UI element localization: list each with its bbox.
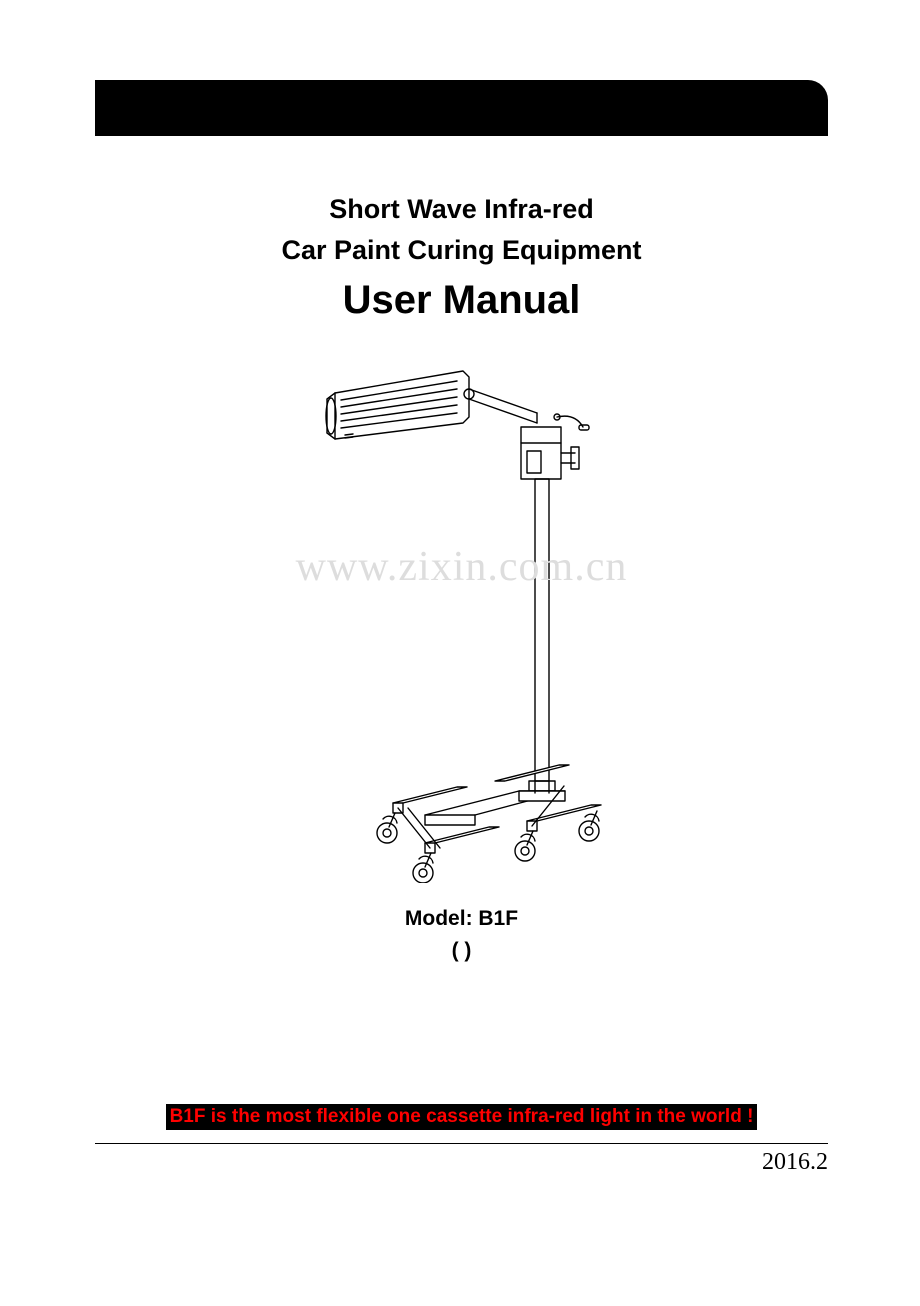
arm-icon: [464, 389, 537, 423]
column-icon: [535, 479, 549, 781]
title-line-2: Car Paint Curing Equipment: [95, 235, 828, 266]
promo-banner: B1F is the most flexible one cassette in…: [95, 1104, 828, 1130]
base-frame-icon: [393, 765, 601, 853]
document-date: 2016.2: [762, 1149, 828, 1176]
footer-divider: [95, 1143, 828, 1144]
model-block: Model: B1F ( ): [95, 907, 828, 963]
lamp-head-icon: [326, 371, 469, 439]
model-paren: ( ): [95, 939, 828, 963]
product-diagram: www.zixin.com.cn: [95, 343, 828, 883]
title-block: Short Wave Infra-red Car Paint Curing Eq…: [95, 194, 828, 323]
title-line-3: User Manual: [95, 278, 828, 323]
promo-banner-text: B1F is the most flexible one cassette in…: [166, 1104, 758, 1130]
lamp-stand-drawing: [275, 343, 635, 883]
manual-page: Short Wave Infra-red Car Paint Curing Eq…: [95, 80, 828, 1180]
model-label: Model: B1F: [95, 907, 828, 931]
caster-icon: [377, 811, 599, 883]
carriage-icon: [521, 427, 579, 479]
top-black-bar: [95, 80, 828, 136]
title-line-1: Short Wave Infra-red: [95, 194, 828, 225]
